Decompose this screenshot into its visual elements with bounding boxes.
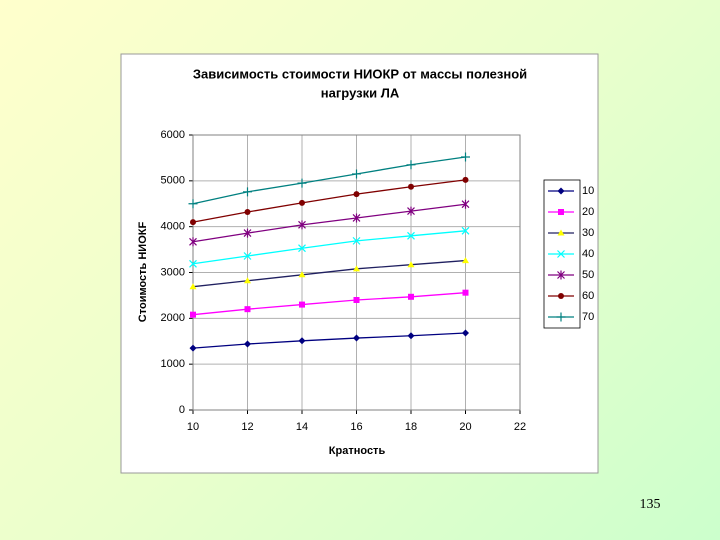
marker [189, 283, 197, 290]
y-tick-label: 3000 [161, 266, 185, 278]
legend-marker [558, 209, 564, 215]
marker [408, 293, 414, 300]
x-tick-label: 20 [459, 421, 471, 433]
marker [299, 301, 305, 308]
marker [188, 199, 198, 209]
marker [244, 277, 251, 284]
y-axis-label: Стоимость НИОКF [137, 222, 149, 323]
marker [298, 220, 306, 230]
marker [243, 187, 252, 197]
marker [407, 261, 415, 268]
series-line [192, 156, 466, 205]
series-line [192, 203, 466, 243]
marker [243, 252, 252, 260]
x-tick-label: 14 [296, 421, 308, 433]
y-tick-label: 6000 [161, 129, 185, 141]
marker [353, 191, 360, 198]
marker [297, 178, 307, 188]
marker [190, 219, 196, 226]
legend-marker [557, 229, 565, 236]
chart-title: нагрузки ЛА [321, 85, 400, 100]
marker [407, 206, 415, 216]
plot-border [192, 134, 521, 411]
marker [189, 237, 197, 247]
chart-area [120, 53, 599, 474]
marker [299, 199, 305, 206]
legend-label: 60 [582, 290, 594, 302]
legend-marker [558, 293, 564, 299]
legend-label: 30 [582, 227, 594, 239]
marker [298, 271, 306, 278]
marker [353, 297, 360, 303]
x-axis-label: Кратность [329, 445, 386, 457]
legend-label: 40 [582, 248, 594, 260]
marker [189, 259, 197, 268]
x-tick-label: 22 [514, 421, 526, 433]
series-line [192, 259, 466, 288]
chart-title: Зависимость стоимости НИОКР от массы пол… [193, 66, 527, 81]
marker [353, 334, 360, 342]
marker [462, 289, 469, 296]
legend-label: 70 [582, 311, 594, 323]
series-line [192, 332, 466, 349]
marker [298, 244, 306, 253]
marker [352, 213, 361, 223]
marker [462, 257, 469, 264]
marker [244, 340, 251, 348]
legend-label: 50 [582, 269, 594, 281]
series-line [192, 292, 466, 316]
marker [461, 199, 470, 209]
y-tick-label: 4000 [161, 221, 185, 233]
marker [353, 265, 360, 272]
y-tick-label: 0 [179, 404, 185, 416]
series-line [192, 179, 466, 223]
legend-marker [556, 312, 566, 322]
marker [461, 152, 470, 162]
marker [407, 332, 415, 340]
legend-label: 10 [582, 185, 594, 197]
x-tick-label: 12 [241, 421, 253, 433]
marker [189, 344, 197, 352]
marker [298, 337, 306, 345]
x-tick-label: 16 [350, 421, 362, 433]
marker [244, 306, 251, 313]
legend-label: 20 [582, 206, 594, 218]
page-number: 135 [640, 497, 661, 512]
legend-marker [557, 250, 565, 258]
marker [408, 183, 414, 190]
y-tick-label: 1000 [161, 358, 185, 370]
marker [462, 176, 469, 183]
legend-marker [557, 187, 565, 195]
y-tick-label: 5000 [161, 175, 185, 187]
marker [352, 169, 361, 179]
marker [190, 311, 196, 318]
marker [407, 231, 415, 240]
y-tick-label: 2000 [161, 312, 185, 324]
marker [462, 329, 469, 337]
series-line [192, 230, 466, 265]
x-tick-label: 10 [187, 421, 199, 433]
legend-marker [557, 270, 565, 280]
marker [244, 209, 251, 215]
x-tick-label: 18 [405, 421, 417, 433]
marker [461, 226, 470, 235]
marker [406, 160, 416, 170]
marker [352, 236, 361, 245]
marker [243, 228, 252, 238]
